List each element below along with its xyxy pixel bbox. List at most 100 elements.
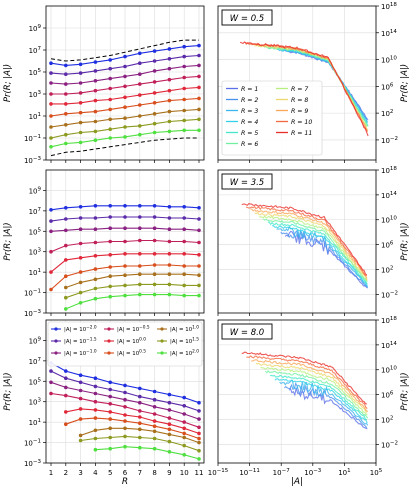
data-point bbox=[93, 428, 98, 433]
data-point bbox=[108, 97, 112, 102]
data-point bbox=[49, 229, 53, 234]
y-tick-label: 106 bbox=[381, 241, 394, 250]
data-point bbox=[108, 253, 112, 257]
legend-entry: R = 2 bbox=[241, 97, 258, 104]
data-point bbox=[152, 429, 157, 434]
data-point bbox=[138, 435, 142, 440]
data-point bbox=[78, 62, 83, 67]
data-point bbox=[93, 277, 98, 282]
data-point bbox=[78, 101, 83, 105]
data-point bbox=[123, 84, 127, 89]
data-point bbox=[152, 405, 157, 409]
data-point bbox=[152, 292, 157, 297]
data-point bbox=[64, 422, 68, 427]
data-point bbox=[93, 109, 98, 114]
data-point bbox=[197, 400, 201, 405]
y-tick-label: 1010 bbox=[381, 366, 397, 375]
data-point bbox=[152, 69, 157, 73]
data-point bbox=[182, 264, 186, 268]
right-y-axis-label: Pr(R; |A|) bbox=[400, 64, 410, 102]
data-point bbox=[64, 285, 68, 290]
data-point bbox=[167, 98, 172, 103]
data-point bbox=[152, 419, 157, 423]
data-point bbox=[108, 426, 112, 431]
data-point bbox=[49, 125, 53, 129]
y-tick-label: 10−1 bbox=[24, 289, 41, 298]
data-point bbox=[167, 129, 172, 134]
panel-title-box bbox=[221, 173, 273, 190]
data-point bbox=[78, 301, 83, 305]
panel-title: W = 8.0 bbox=[230, 328, 264, 338]
data-point bbox=[108, 294, 112, 299]
data-point bbox=[197, 117, 201, 122]
data-point bbox=[93, 384, 98, 389]
data-point bbox=[64, 258, 68, 262]
data-point bbox=[167, 88, 172, 93]
data-point bbox=[138, 409, 142, 413]
data-point bbox=[78, 91, 83, 95]
data-point bbox=[93, 376, 98, 381]
data-point bbox=[64, 243, 68, 248]
data-point bbox=[64, 112, 68, 116]
data-point bbox=[64, 217, 68, 221]
data-point bbox=[152, 121, 157, 126]
y-tick-label: 10−3 bbox=[24, 459, 42, 468]
legend-entry: R = 6 bbox=[241, 141, 258, 148]
data-point bbox=[108, 86, 112, 91]
legend-entry: R = 3 bbox=[241, 108, 258, 115]
data-point bbox=[108, 387, 112, 392]
data-point bbox=[138, 132, 142, 137]
left-panel-frame bbox=[45, 319, 205, 464]
y-tick-label: 1014 bbox=[381, 341, 397, 350]
data-point bbox=[123, 293, 127, 298]
data-point bbox=[167, 47, 172, 51]
data-point bbox=[182, 108, 186, 113]
data-point bbox=[64, 63, 68, 68]
data-point bbox=[138, 226, 142, 230]
data-point bbox=[78, 241, 83, 246]
data-point bbox=[182, 453, 186, 457]
data-point bbox=[167, 272, 172, 277]
x-tick-label: 7 bbox=[138, 469, 142, 477]
curve-group bbox=[241, 351, 369, 430]
data-point bbox=[197, 409, 201, 413]
series-line bbox=[65, 417, 200, 440]
data-point bbox=[78, 110, 83, 115]
legend-entry: R = 7 bbox=[291, 86, 308, 93]
panel-title: W = 3.5 bbox=[230, 178, 264, 188]
data-point bbox=[93, 216, 98, 220]
data-point bbox=[49, 102, 53, 106]
y-tick-label: 10−2 bbox=[381, 440, 398, 449]
legend-entry: R = 1 bbox=[241, 86, 258, 93]
y-tick-label: 10−2 bbox=[381, 290, 398, 299]
data-point bbox=[93, 119, 98, 124]
x-tick-label: 10 bbox=[180, 469, 189, 477]
y-tick-label: 1018 bbox=[381, 166, 397, 175]
y-tick-label: 106 bbox=[381, 82, 394, 91]
series-line bbox=[288, 387, 368, 430]
data-point bbox=[182, 435, 186, 440]
y-tick-label: 10−3 bbox=[24, 156, 42, 165]
data-point bbox=[108, 58, 112, 62]
series-line bbox=[280, 230, 368, 288]
x-tick-label: 8 bbox=[152, 469, 156, 477]
x-tick-label: 1 bbox=[49, 469, 53, 477]
data-point bbox=[138, 82, 142, 86]
data-point bbox=[123, 54, 127, 59]
data-point bbox=[78, 280, 83, 285]
data-point bbox=[78, 417, 83, 421]
data-point bbox=[123, 215, 127, 219]
data-point bbox=[138, 252, 142, 256]
series-line bbox=[65, 294, 199, 310]
data-point bbox=[152, 204, 157, 208]
legend-marker bbox=[160, 327, 164, 331]
legend-entry: R = 4 bbox=[241, 119, 258, 126]
data-point bbox=[197, 85, 201, 90]
data-point bbox=[182, 404, 186, 408]
data-point bbox=[49, 145, 53, 149]
data-point bbox=[197, 425, 201, 430]
left-y-axis-label: Pr(R; |A|) bbox=[3, 222, 13, 260]
data-point bbox=[123, 419, 127, 423]
series-line bbox=[258, 215, 368, 282]
data-point bbox=[93, 254, 98, 258]
